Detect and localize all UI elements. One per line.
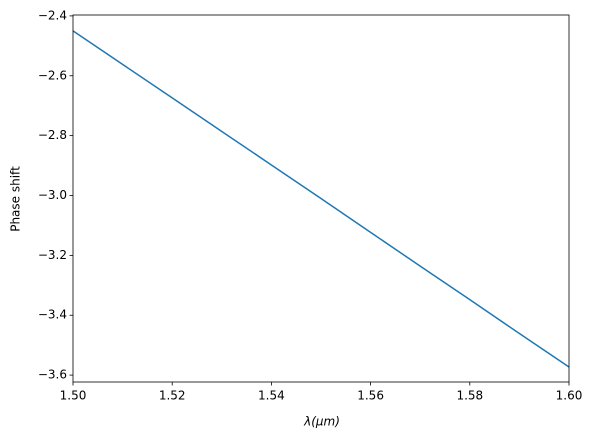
- x-tick-label: 1.60: [556, 389, 583, 403]
- x-tick-label: 1.50: [60, 389, 87, 403]
- x-axis-label: λ(μm): [303, 415, 340, 429]
- y-tick-label: −2.6: [38, 68, 67, 82]
- y-tick-label: −3.6: [38, 368, 67, 382]
- x-tick-label: 1.58: [456, 389, 483, 403]
- plot-frame: [72, 14, 570, 383]
- y-axis-label: Phase shift: [9, 166, 23, 232]
- x-tick-label: 1.52: [159, 389, 186, 403]
- y-tick-label: −2.4: [38, 8, 67, 22]
- x-tick-label: 1.56: [357, 389, 384, 403]
- line-series: [72, 30, 570, 368]
- y-tick-label: −3.2: [38, 248, 67, 262]
- y-tick-label: −2.8: [38, 128, 67, 142]
- x-tick-label: 1.54: [258, 389, 285, 403]
- y-tick-label: −3.4: [38, 308, 67, 322]
- y-tick-label: −3.0: [38, 188, 67, 202]
